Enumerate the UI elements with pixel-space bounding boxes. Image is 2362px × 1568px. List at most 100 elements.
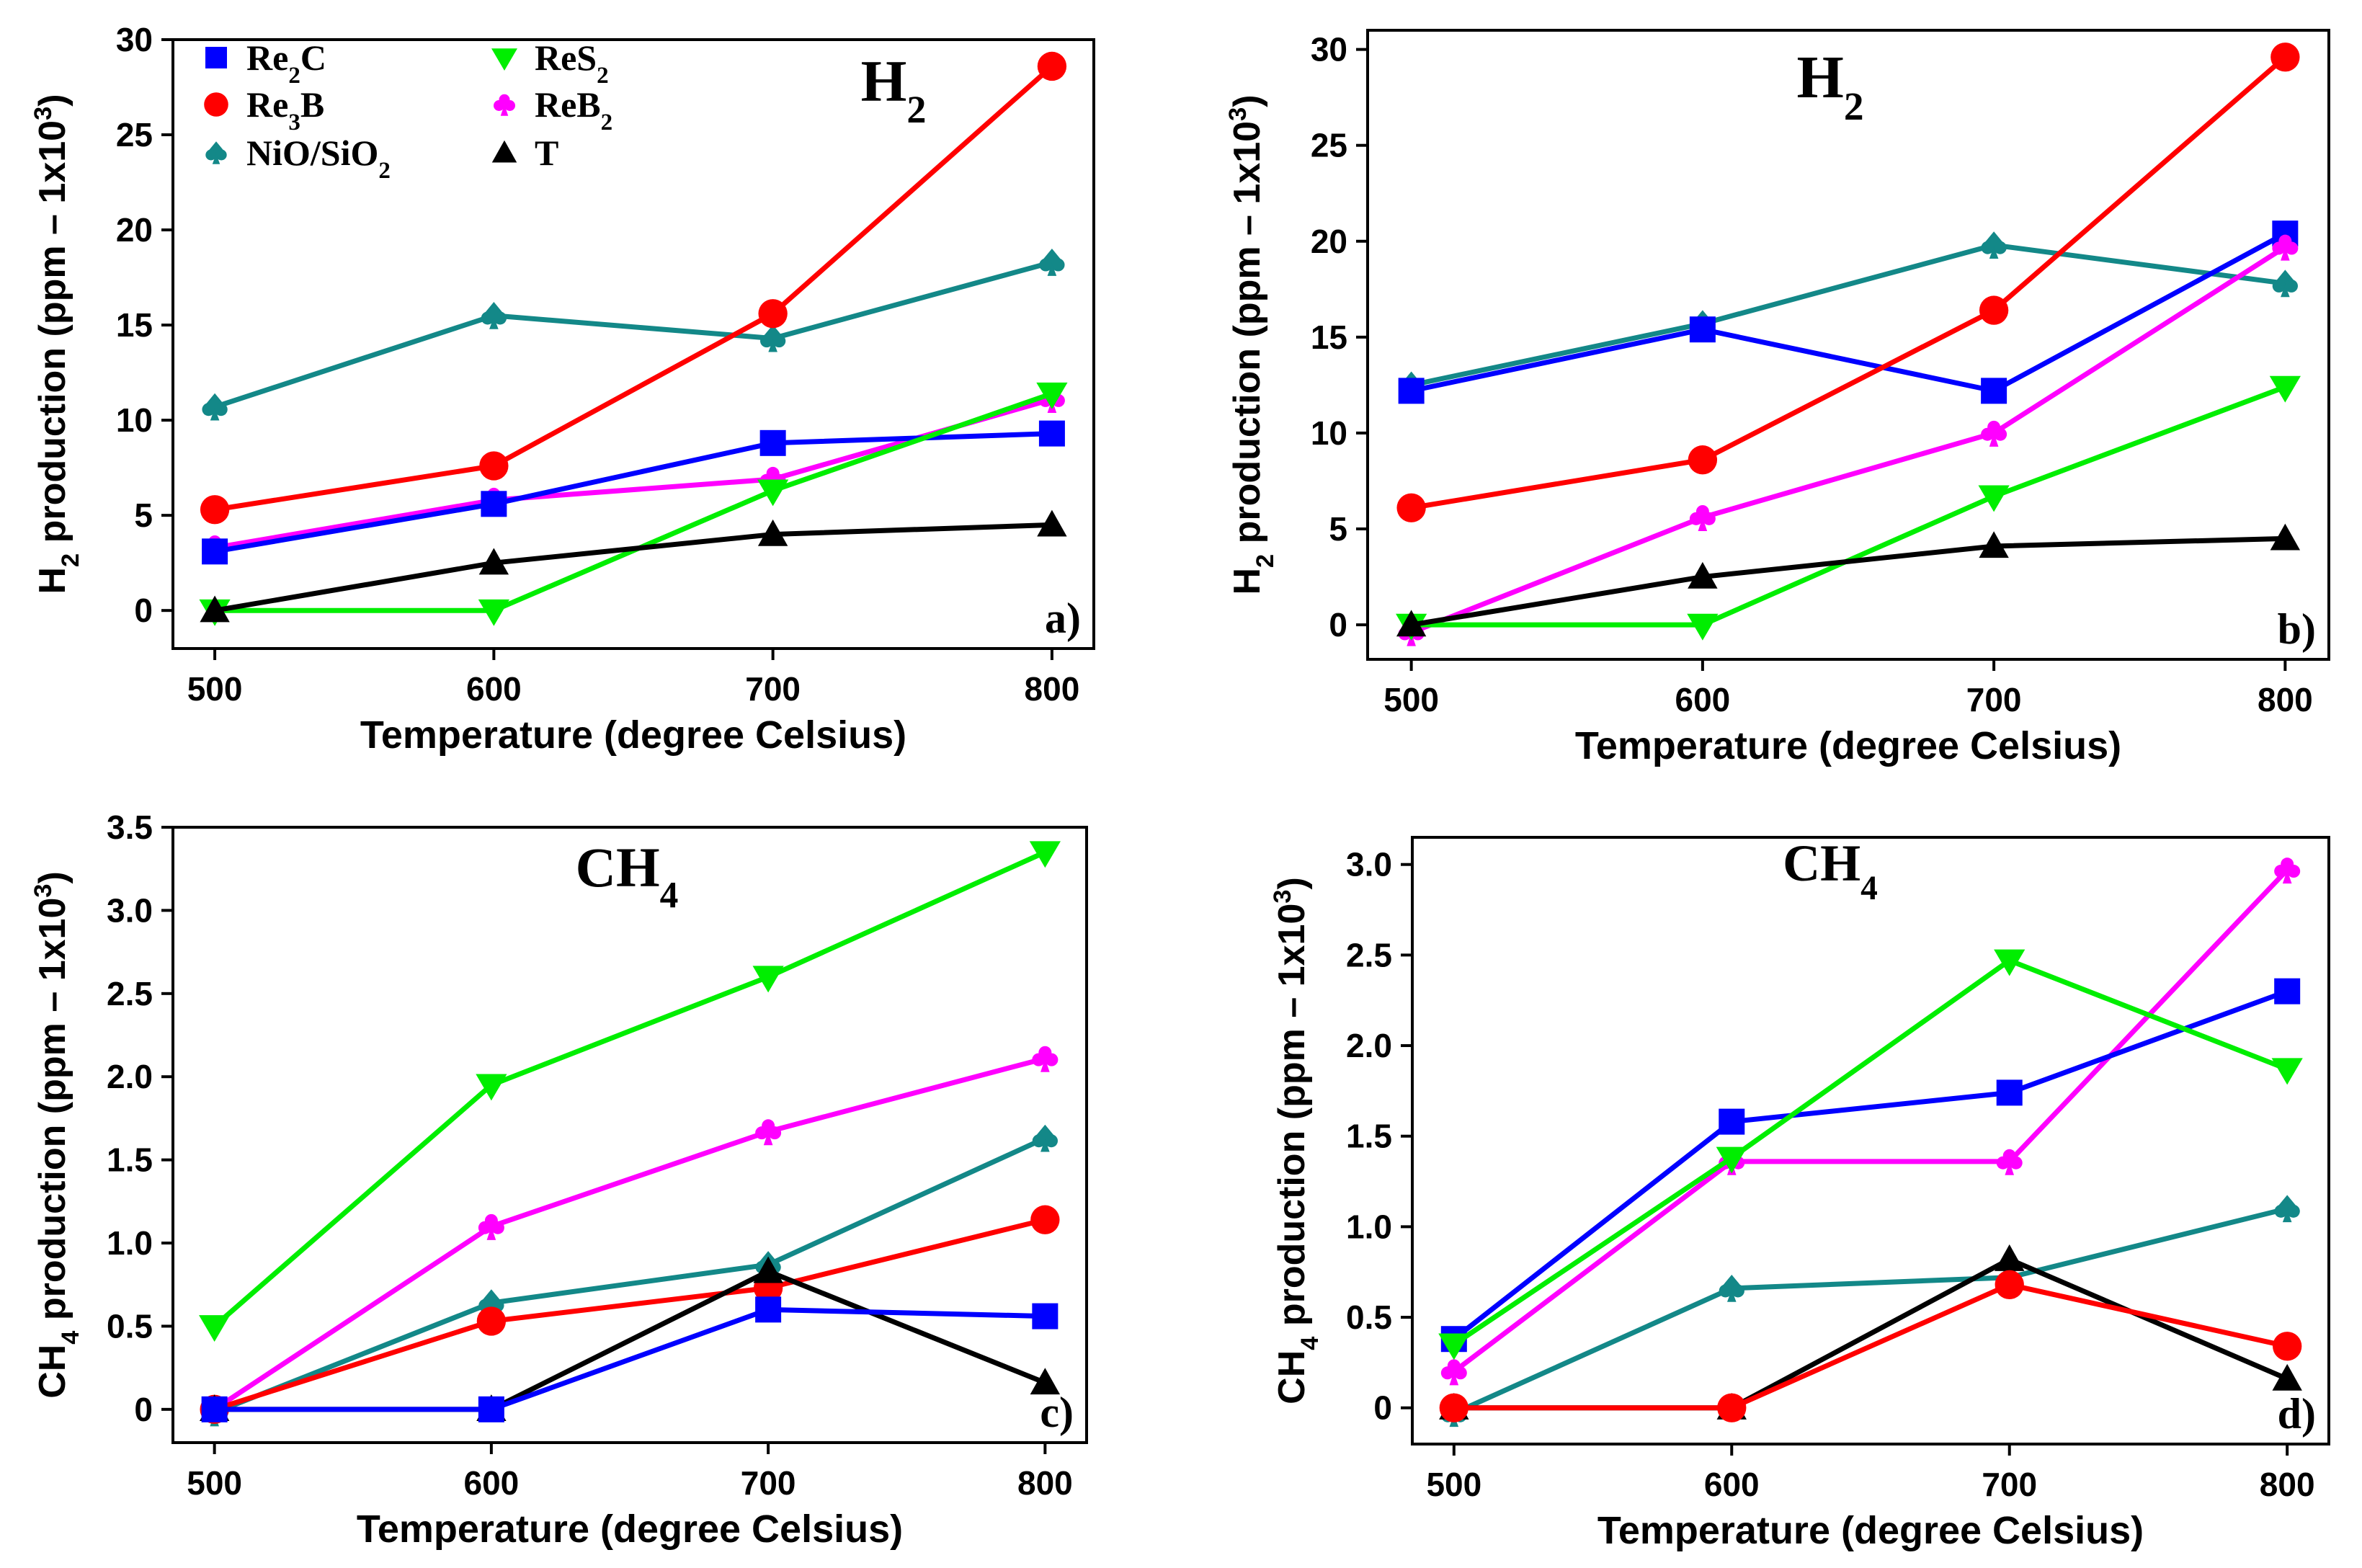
data-point-re3b — [476, 1306, 507, 1336]
series-line-reb2 — [213, 1056, 1046, 1412]
series-line-t — [214, 1268, 1046, 1412]
x-tick-label: 600 — [1704, 1466, 1760, 1503]
legend: Re2C ReS2 Re3B ReB2 NiO/SiO2 T — [204, 37, 612, 184]
y-tick-label: 0.5 — [107, 1307, 153, 1345]
panel-title: H2 — [1796, 44, 1863, 128]
series-line-nio-sio2 — [1453, 1206, 2289, 1416]
data-point-t — [1688, 561, 1718, 589]
series-line-re2c — [1452, 989, 2289, 1341]
legend-marker-res2 — [491, 48, 517, 71]
x-axis-title: Temperature (degree Celsius) — [357, 1507, 903, 1551]
data-point-re2c — [481, 491, 507, 517]
data-point-res2 — [478, 599, 509, 626]
data-point-re3b — [2270, 43, 2300, 72]
panel-label: b) — [2278, 605, 2316, 653]
y-tick-label: 2.5 — [1346, 936, 1392, 974]
data-point-reb2 — [1689, 504, 1716, 531]
series-re2c — [1398, 220, 2299, 404]
series-line-re3b — [214, 64, 1054, 512]
series-re3b — [1396, 43, 2300, 522]
data-point-nio-sio2 — [202, 393, 228, 421]
data-point-t — [1396, 610, 1427, 637]
data-point-re2c — [2274, 978, 2301, 1004]
data-point-reb2 — [2274, 858, 2301, 884]
data-point-re3b — [758, 299, 788, 329]
data-point-res2 — [2271, 1058, 2303, 1085]
series-line-reb2 — [1452, 868, 2289, 1374]
data-point-re2c — [1038, 420, 1065, 447]
series-line-re3b — [1411, 55, 2287, 511]
data-point-re2c — [755, 1296, 782, 1323]
data-point-t — [200, 595, 230, 623]
data-point-re2c — [1032, 1303, 1059, 1329]
legend-marker-re2c — [205, 47, 227, 68]
x-axis-title: Temperature (degree Celsius) — [360, 713, 906, 757]
data-point-re3b — [200, 495, 230, 525]
legend-label-re3b: Re3B — [246, 84, 324, 135]
y-tick-label: 0.5 — [1346, 1298, 1392, 1336]
data-point-re2c — [1996, 1079, 2023, 1106]
series-re3b — [200, 51, 1067, 525]
x-tick-label: 800 — [1025, 670, 1080, 708]
y-axis-title: CH4 production (ppm – 1x103) — [30, 871, 84, 1399]
series-re2c — [201, 1296, 1059, 1422]
legend-marker-t — [491, 140, 517, 163]
data-point-nio-sio2 — [1719, 1274, 1744, 1302]
y-tick-label: 1.0 — [107, 1224, 153, 1262]
data-point-nio-sio2 — [481, 301, 507, 329]
data-point-re2c — [759, 429, 786, 456]
data-point-re2c — [202, 538, 228, 565]
series-nio-sio2 — [1398, 231, 2299, 399]
series-res2 — [1438, 949, 2303, 1360]
data-point-res2 — [2269, 375, 2301, 403]
x-tick-label: 700 — [741, 1464, 796, 1502]
y-tick-label: 3.0 — [1346, 846, 1392, 883]
series-re2c — [202, 420, 1065, 565]
y-tick-label: 25 — [116, 116, 153, 153]
y-axis-title: H2 production (ppm – 1x103) — [1224, 94, 1279, 594]
series-line-reb2 — [1410, 244, 2287, 635]
series-line-re3b — [213, 1217, 1046, 1412]
series-reb2 — [1440, 858, 2301, 1386]
data-point-re3b — [1688, 445, 1718, 475]
data-point-reb2 — [2272, 234, 2299, 261]
series-line-re3b — [1453, 1282, 2288, 1411]
y-tick-label: 5 — [1329, 510, 1347, 548]
chart-panel-a: 0 5 10 15 20 25 30 500 600 700 800 Temperature (deg… — [30, 21, 1095, 757]
data-point-res2 — [199, 1315, 231, 1342]
x-tick-label: 600 — [466, 670, 522, 708]
y-tick-label: 10 — [116, 401, 153, 439]
x-tick-label: 600 — [464, 1464, 520, 1502]
y-tick-label: 15 — [1311, 318, 1347, 356]
y-tick-label: 1.5 — [1346, 1118, 1392, 1155]
y-tick-label: 0 — [1329, 606, 1347, 643]
series-line-res2 — [1452, 958, 2289, 1347]
series-line-re2c — [214, 1306, 1046, 1412]
data-point-res2 — [1036, 382, 1068, 409]
y-axis-title: CH4 production (ppm – 1x103) — [1269, 877, 1324, 1404]
data-point-re3b — [1396, 493, 1426, 522]
x-axis-title: Temperature (degree Celsius) — [1597, 1509, 2144, 1552]
data-point-t — [2272, 1363, 2302, 1391]
panel-title: CH4 — [1783, 834, 1878, 907]
data-point-nio-sio2 — [1039, 249, 1065, 276]
data-point-res2 — [757, 479, 789, 507]
panel-label: a) — [1045, 594, 1081, 642]
data-point-reb2 — [1996, 1149, 2023, 1175]
data-point-reb2 — [755, 1119, 782, 1146]
y-tick-label: 10 — [1311, 414, 1347, 452]
data-point-nio-sio2 — [1981, 231, 2007, 259]
series-nio-sio2 — [1441, 1195, 2300, 1427]
y-tick-label: 3.5 — [107, 808, 153, 846]
panel-label: d) — [2278, 1390, 2316, 1438]
data-point-reb2 — [1981, 420, 2007, 447]
y-tick-label: 15 — [116, 306, 153, 344]
legend-label-res2: ReS2 — [535, 37, 609, 89]
y-tick-label: 20 — [116, 211, 153, 249]
data-point-res2 — [1994, 949, 2025, 976]
series-line-nio-sio2 — [1410, 242, 2286, 388]
data-point-t — [1979, 531, 2009, 558]
data-point-res2 — [1716, 1146, 1747, 1174]
series-line-res2 — [1411, 384, 2286, 628]
